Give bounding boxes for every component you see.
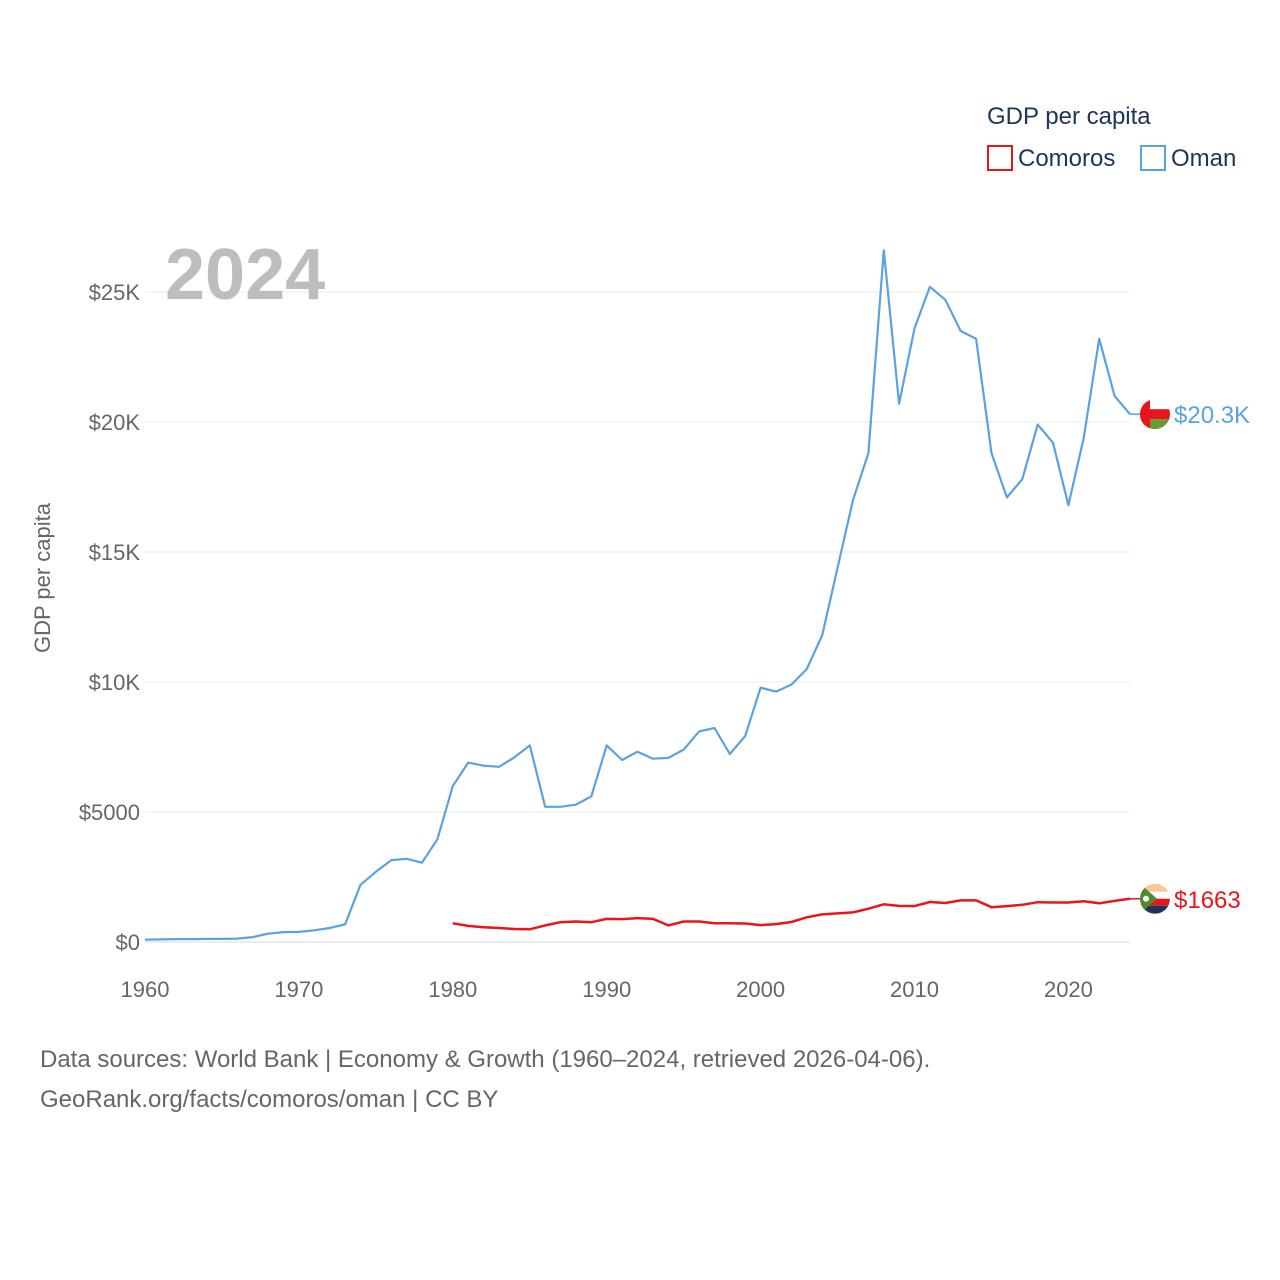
x-tick-label: 2000 <box>736 977 785 1002</box>
series-line-oman[interactable] <box>144 249 1131 941</box>
y-axis-label: GDP per capita <box>30 502 55 653</box>
legend-label-oman: Oman <box>1171 145 1236 172</box>
legend-item-comoros[interactable]: Comoros <box>987 145 1115 172</box>
y-tick-label: $10K <box>89 670 141 695</box>
legend-label-comoros: Comoros <box>1018 145 1115 172</box>
legend-item-oman[interactable]: Oman <box>1140 145 1236 172</box>
x-tick-label: 2010 <box>890 977 939 1002</box>
year-label: 2024 <box>165 235 325 315</box>
series-lines <box>144 249 1131 941</box>
legend: GDP per capita Comoros Oman <box>987 103 1236 172</box>
legend-swatch-comoros <box>987 145 1013 171</box>
series-line-comoros[interactable] <box>452 897 1131 931</box>
x-tick-label: 2020 <box>1044 977 1093 1002</box>
end-value-label-oman: $20.3K <box>1174 402 1250 429</box>
gdp-line-chart: $0 $5000 $10K $15K $20K $25K 1960 1970 1980 1990… <box>30 103 1250 1002</box>
oman-flag-icon <box>1140 399 1170 430</box>
end-value-label-comoros: $1663 <box>1174 887 1241 914</box>
y-tick-label: $15K <box>89 540 141 565</box>
y-tick-label: $5000 <box>79 800 140 825</box>
source-line-2[interactable]: GeoRank.org/facts/comoros/oman | CC BY <box>40 1086 499 1113</box>
x-axis-ticks: 1960 1970 1980 1990 2000 2010 2020 <box>121 977 1093 1002</box>
y-tick-label: $20K <box>89 410 141 435</box>
y-tick-label: $25K <box>89 280 141 305</box>
source-line-1: Data sources: World Bank | Economy & Gro… <box>40 1046 931 1073</box>
series-end-labels: $1663 $20.3K <box>1130 399 1250 914</box>
x-tick-label: 1970 <box>274 977 323 1002</box>
x-tick-label: 1980 <box>428 977 477 1002</box>
y-axis-ticks: $0 $5000 $10K $15K $20K $25K <box>79 280 141 955</box>
x-tick-label: 1990 <box>582 977 631 1002</box>
source-note: Data sources: World Bank | Economy & Gro… <box>40 1040 930 1120</box>
comoros-flag-icon <box>1140 883 1170 914</box>
x-tick-label: 1960 <box>121 977 170 1002</box>
grid-lines <box>145 291 1130 943</box>
legend-title: GDP per capita <box>987 103 1151 130</box>
legend-swatch-oman <box>1140 145 1166 171</box>
y-tick-label: $0 <box>116 930 140 955</box>
